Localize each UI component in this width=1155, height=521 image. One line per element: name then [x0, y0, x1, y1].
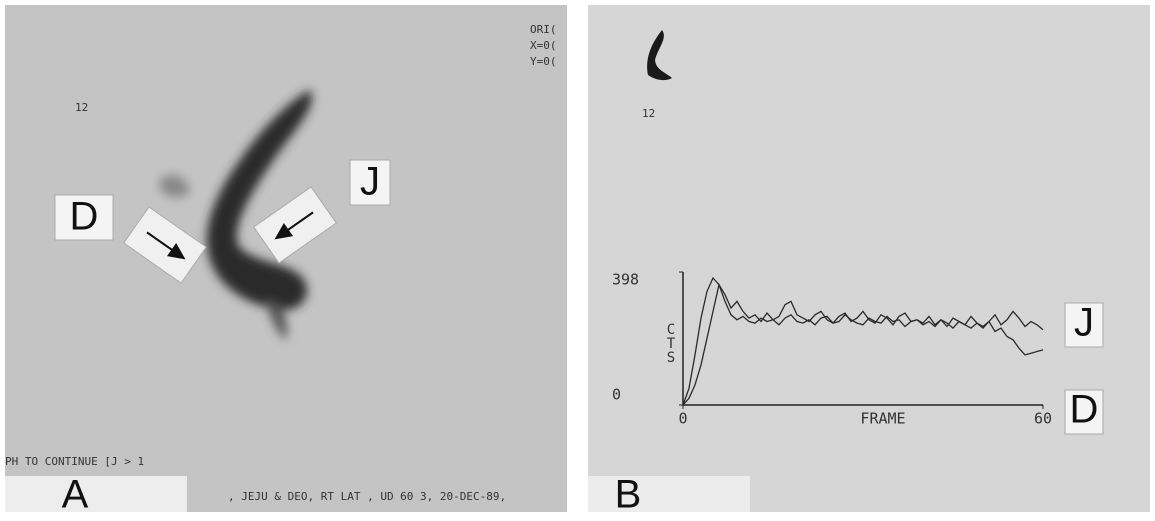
legend-label: D [1070, 388, 1099, 432]
legend-box [1064, 389, 1104, 435]
label-j: J [360, 160, 380, 204]
frame-number: 12 [642, 107, 655, 120]
x-axis-label: FRAME [860, 410, 905, 428]
corner-line: ORI( [530, 23, 557, 36]
scan-thumbnail [647, 30, 672, 81]
panel-letter: B [615, 473, 642, 517]
corner-text: ORI( X=0( Y=0( [530, 23, 557, 68]
arrow-j [253, 186, 337, 264]
legend-label: J [1074, 301, 1094, 345]
panel-b [588, 5, 1150, 512]
y-axis-label: CTS [663, 322, 679, 364]
panel-letter: A [62, 473, 89, 517]
scan-blob [160, 90, 312, 340]
footer: , JEJU & DEO, RT LAT , UD 60 3, 20-DEC-8… [228, 490, 506, 503]
x-tick-label: 0 [678, 410, 687, 428]
legend-box [1064, 302, 1104, 348]
series-line [682, 276, 1044, 406]
letter-box [5, 476, 187, 512]
arrow-d [123, 206, 207, 284]
y-tick-label: 0 [612, 386, 621, 404]
y-tick-label: 398 [612, 271, 639, 289]
corner-line: Y=0( [530, 55, 557, 68]
frame-number: 12 [75, 101, 88, 114]
chart: 0 398 0 60 FRAME CTS JD [612, 271, 1104, 435]
label-d: D [70, 195, 99, 239]
series-line [682, 282, 1044, 406]
label-box [54, 194, 114, 241]
x-tick-label: 60 [1034, 410, 1052, 428]
prompt: PH TO CONTINUE [J > 1 [5, 455, 144, 468]
letter-box [588, 476, 750, 512]
label-box [349, 159, 391, 206]
corner-line: X=0( [530, 39, 557, 52]
